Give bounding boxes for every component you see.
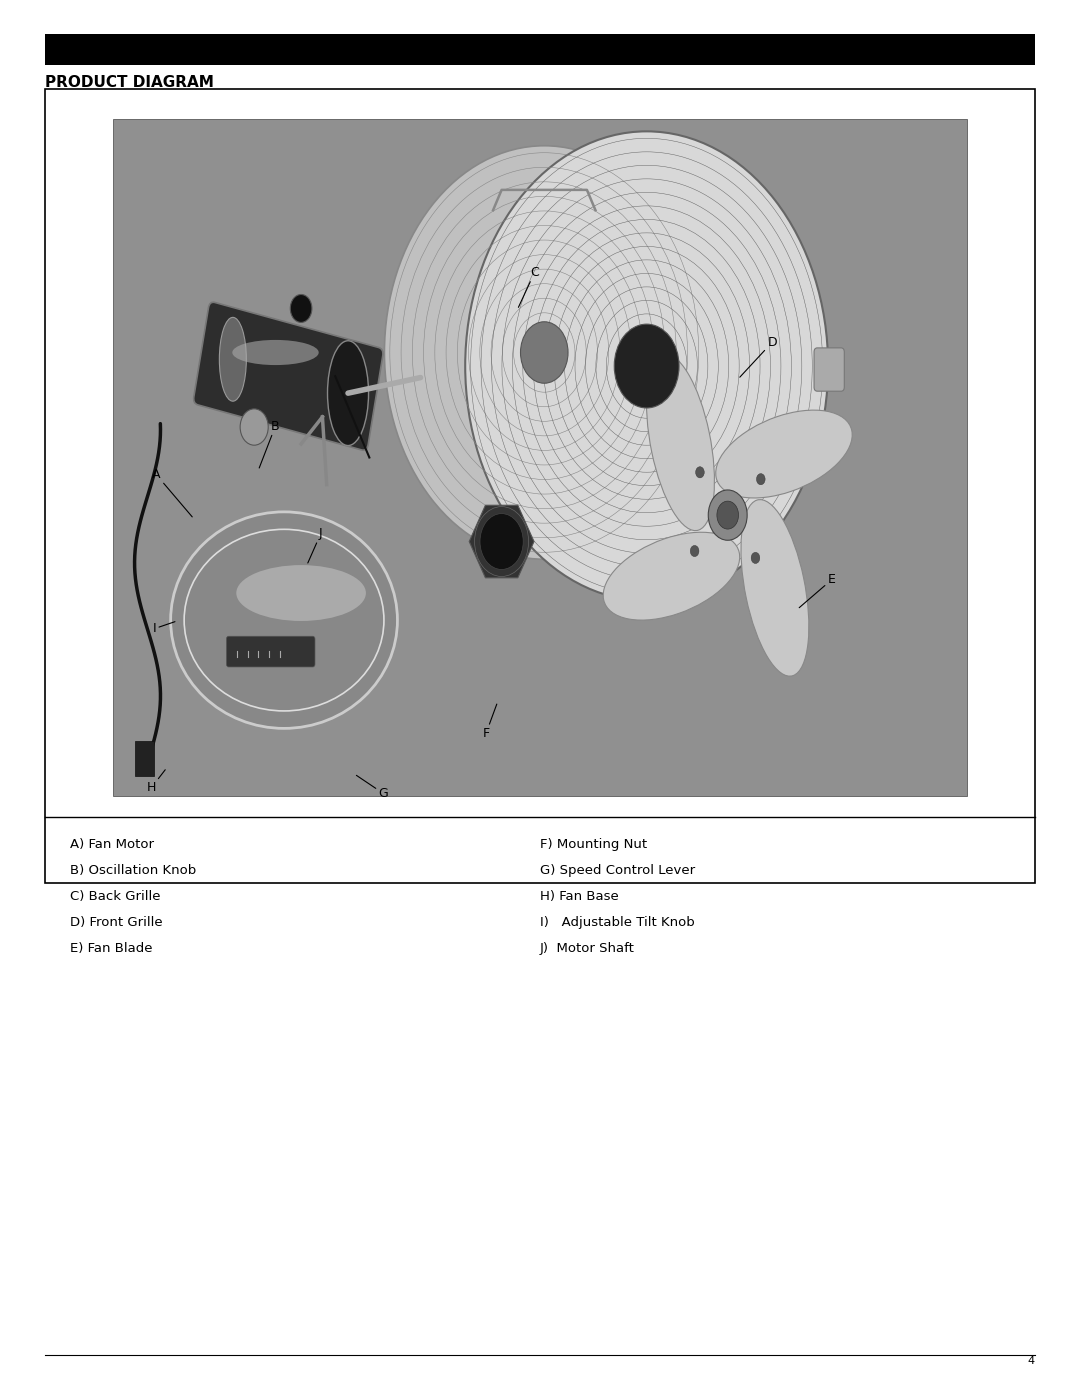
Text: D) Front Grille: D) Front Grille [70, 916, 163, 929]
Bar [135, 740, 154, 775]
Circle shape [291, 295, 312, 323]
Circle shape [752, 552, 760, 563]
Text: F: F [483, 704, 497, 740]
Ellipse shape [604, 532, 740, 620]
Bar [113, 119, 967, 796]
Ellipse shape [237, 564, 366, 620]
FancyBboxPatch shape [193, 302, 383, 450]
Text: J)  Motor Shaft: J) Motor Shaft [540, 942, 635, 954]
Bar [45, 89, 1035, 883]
Ellipse shape [232, 339, 319, 365]
Text: G: G [356, 775, 389, 800]
Ellipse shape [716, 411, 852, 497]
Circle shape [696, 467, 704, 478]
Text: H) Fan Base: H) Fan Base [540, 890, 619, 902]
Text: D: D [740, 335, 777, 377]
Ellipse shape [219, 317, 246, 401]
Text: J: J [308, 527, 323, 563]
Text: A: A [152, 468, 192, 517]
Ellipse shape [327, 341, 368, 446]
FancyBboxPatch shape [814, 348, 845, 391]
Text: C) Back Grille: C) Back Grille [70, 890, 161, 902]
Text: F) Mounting Nut: F) Mounting Nut [540, 838, 647, 851]
Text: I: I [152, 622, 175, 636]
FancyBboxPatch shape [227, 636, 315, 666]
Ellipse shape [741, 500, 809, 676]
Text: E) Fan Blade: E) Fan Blade [70, 942, 152, 954]
Text: H: H [147, 770, 165, 795]
Ellipse shape [171, 511, 397, 728]
Circle shape [480, 514, 523, 570]
Text: PRODUCT DIAGRAM: PRODUCT DIAGRAM [45, 75, 214, 91]
Text: E: E [799, 573, 836, 608]
Circle shape [717, 502, 739, 529]
Text: B) Oscillation Knob: B) Oscillation Knob [70, 863, 197, 877]
Circle shape [615, 324, 679, 408]
Text: B: B [259, 419, 280, 468]
Text: C: C [518, 265, 539, 307]
Circle shape [756, 474, 765, 485]
Text: A) Fan Motor: A) Fan Motor [70, 838, 154, 851]
Circle shape [521, 321, 568, 383]
Circle shape [690, 545, 699, 556]
Text: I)   Adjustable Tilt Knob: I) Adjustable Tilt Knob [540, 916, 694, 929]
Text: 4: 4 [1027, 1356, 1035, 1366]
Circle shape [384, 145, 704, 559]
Text: G) Speed Control Lever: G) Speed Control Lever [540, 863, 696, 877]
Circle shape [240, 409, 268, 446]
Circle shape [465, 131, 828, 601]
Bar [45, 35, 1035, 64]
Circle shape [708, 490, 747, 541]
Ellipse shape [647, 353, 715, 531]
